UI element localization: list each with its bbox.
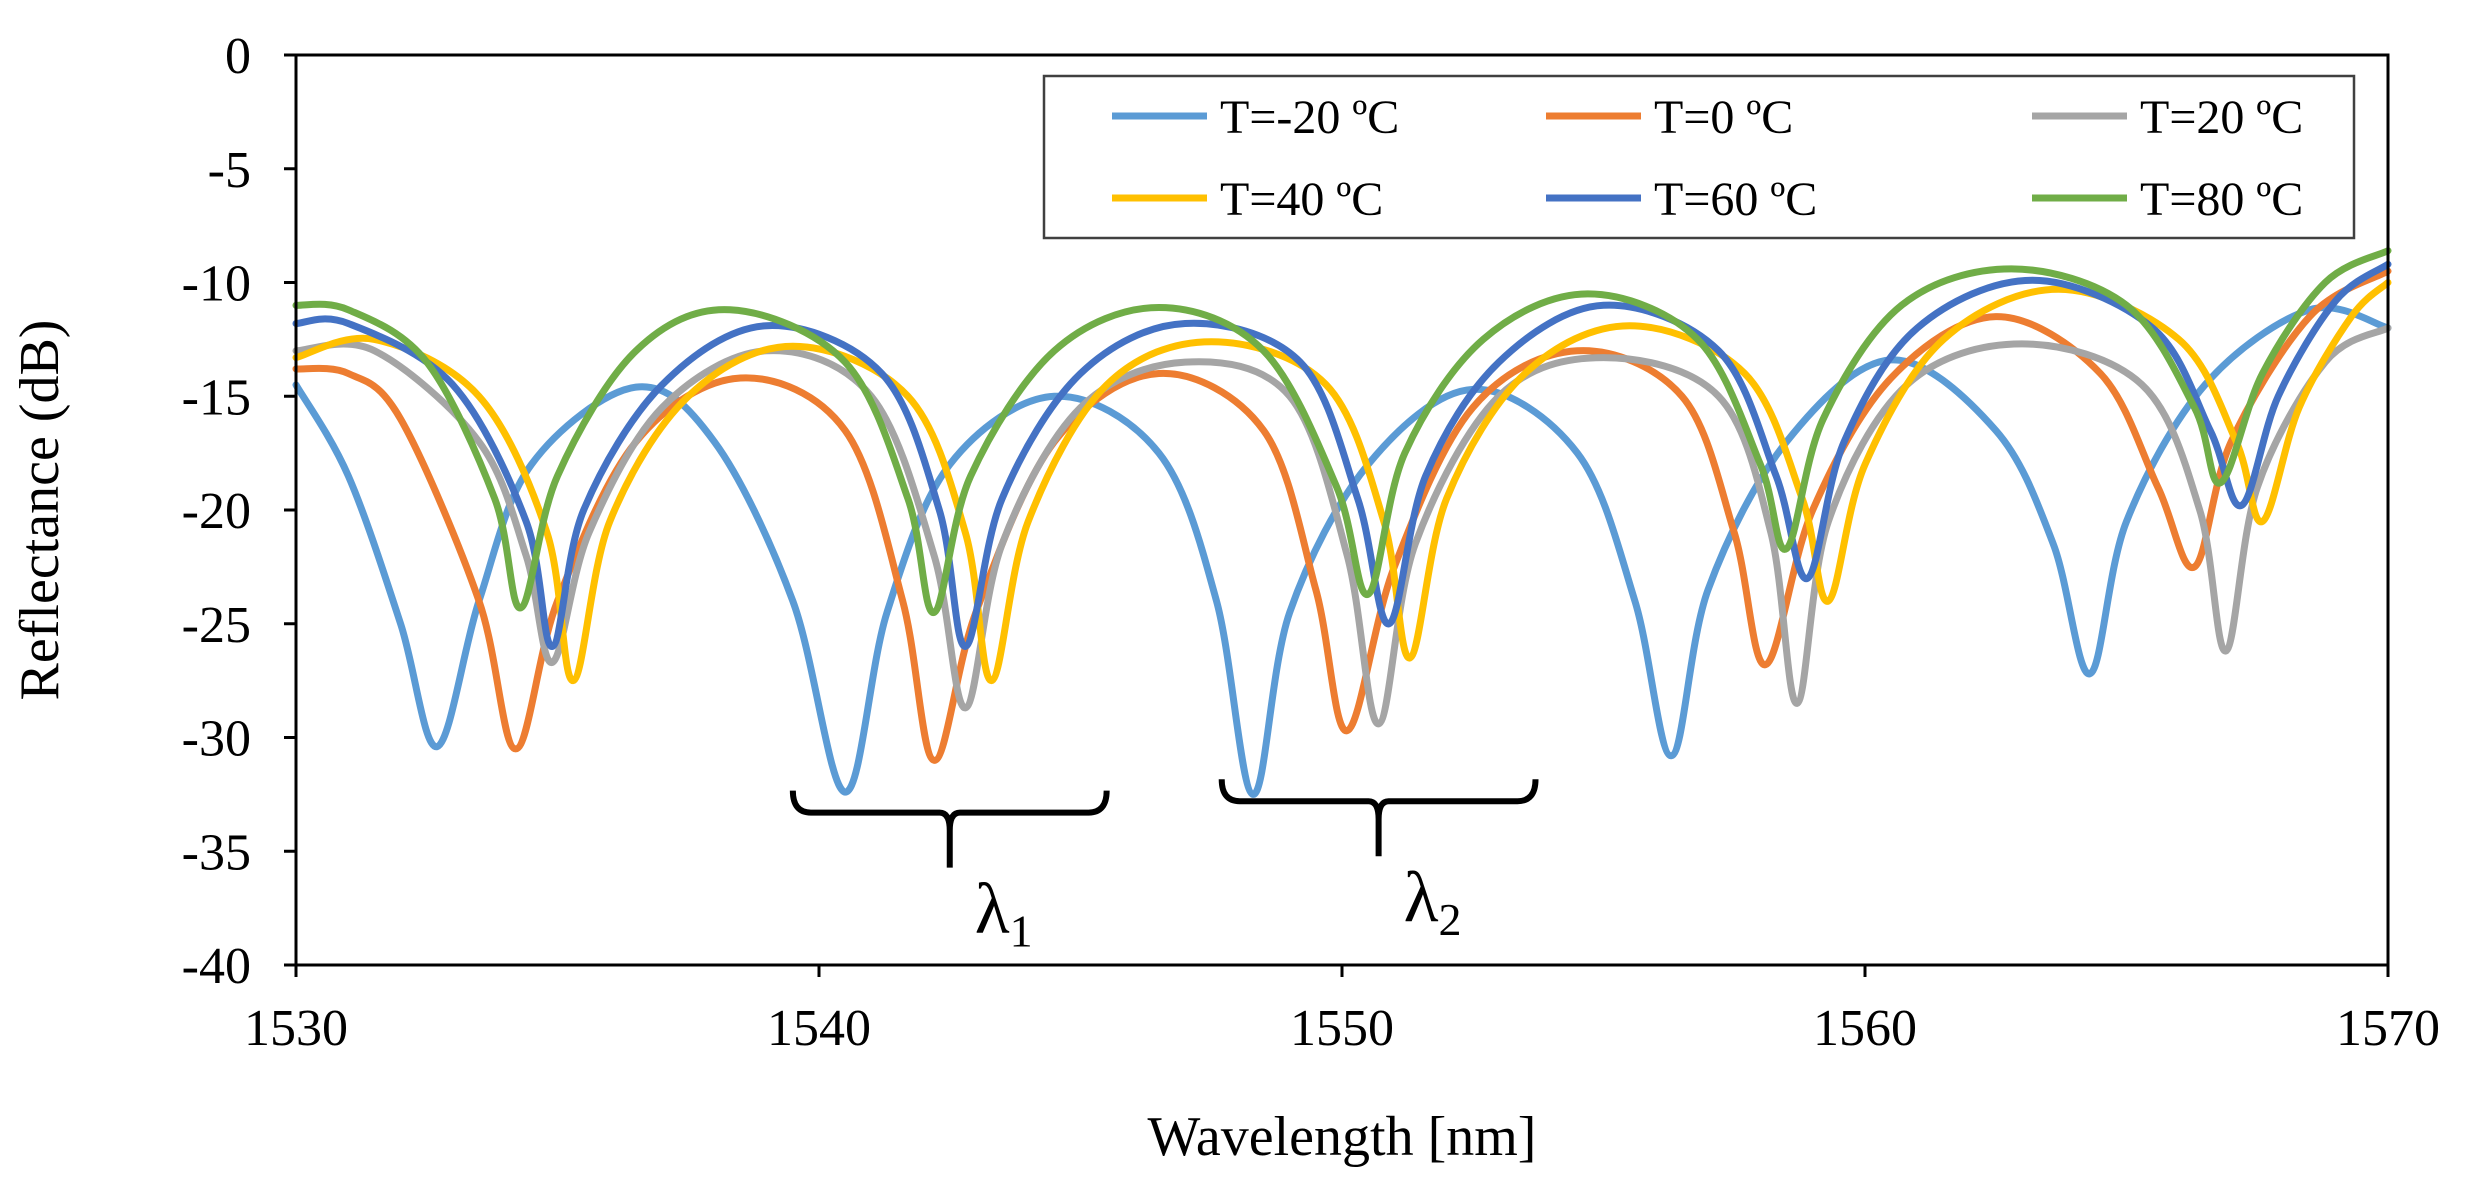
series-line-0: [292, 304, 2392, 798]
y-tick-label: -15: [182, 369, 251, 426]
legend-label-1: T=0 ºC: [1654, 91, 1793, 144]
y-tick-label: -20: [182, 483, 251, 540]
annotation-subscript-2: 2: [1439, 894, 1462, 945]
x-tick-label: 1550: [1290, 1000, 1394, 1057]
legend-label-2: T=20 ºC: [2140, 91, 2303, 144]
y-tick-label: -35: [182, 824, 251, 881]
x-tick-label: 1530: [244, 1000, 348, 1057]
x-axis-ticks: 1530 1540 1550 1560 1570: [244, 965, 2440, 1057]
y-tick-label: 0: [225, 28, 251, 85]
annotation-bracket-1: [789, 790, 1110, 868]
series-line-5: [292, 247, 2392, 616]
y-tick-label: -25: [182, 597, 251, 654]
plot-area-frame: [294, 53, 2390, 967]
series-line-2: [292, 324, 2392, 728]
y-tick-label: -40: [182, 938, 251, 995]
legend-label-3: T=40 ºC: [1220, 173, 1383, 226]
legend-label-0: T=-20 ºC: [1220, 91, 1399, 144]
series-line-4: [292, 260, 2392, 651]
x-tick-label: 1570: [2336, 1000, 2440, 1057]
y-tick-label: -30: [182, 711, 251, 768]
x-tick-label: 1540: [767, 1000, 871, 1057]
y-tick-label: -5: [208, 142, 251, 199]
annotation-subscript-1: 1: [1010, 906, 1033, 957]
y-tick-label: -10: [182, 256, 251, 313]
legend: T=-20 ºC T=0 ºC T=20 ºC T=40 ºC T=60 ºC T=80 …: [1042, 74, 2356, 240]
legend-box: [1042, 74, 2356, 240]
x-axis-title: Wavelength [nm]: [1148, 1106, 1537, 1168]
annotation-bracket-2: [1218, 779, 1539, 857]
y-axis-ticks: 0 -5 -10 -15 -20 -25 -30 -35 -40: [182, 28, 296, 995]
legend-label-4: T=60 ºC: [1654, 173, 1817, 226]
series-layer: [292, 247, 2392, 798]
annotation-label-1: λ1: [975, 869, 1033, 957]
x-tick-label: 1560: [1813, 1000, 1917, 1057]
y-axis-title: Reflectance (dB): [9, 320, 71, 701]
legend-label-5: T=80 ºC: [2140, 173, 2303, 226]
